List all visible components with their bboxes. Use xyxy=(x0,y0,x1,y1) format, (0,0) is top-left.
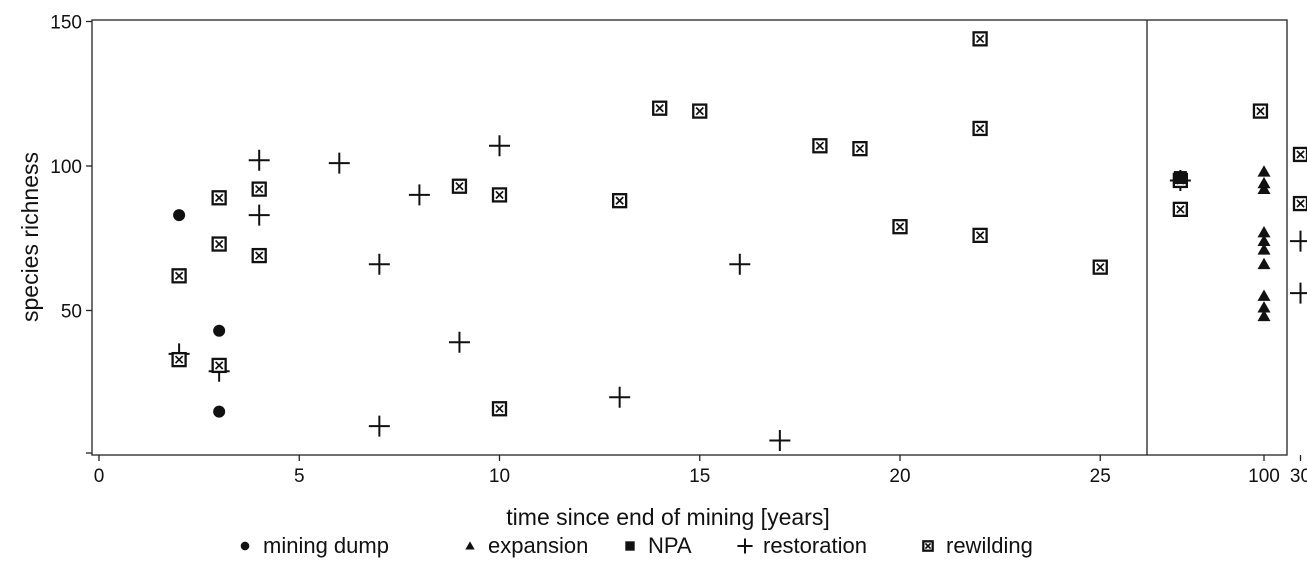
data-point-rewilding xyxy=(491,187,508,203)
data-point-rewilding xyxy=(652,100,668,116)
data-point-restoration xyxy=(408,184,430,206)
data-point-rewilding xyxy=(612,193,628,209)
data-point-expansion xyxy=(1257,257,1271,270)
legend-label-expansion: expansion xyxy=(488,533,588,558)
legend-marker-expansion xyxy=(465,541,475,550)
data-point-rewilding xyxy=(852,141,868,157)
data-point-rewilding xyxy=(1292,195,1307,212)
legend-marker-npa xyxy=(625,541,635,551)
x-tick-label: 10 xyxy=(489,466,510,487)
data-point-rewilding xyxy=(251,181,267,197)
x-tick-label: 5 xyxy=(294,466,305,487)
data-point-rewilding xyxy=(171,268,187,284)
x-tick-label-100: 100 xyxy=(1248,466,1280,487)
legend: mining dump expansion NPA restoration rewild… xyxy=(240,533,1033,558)
data-point-rewilding xyxy=(1172,201,1188,218)
data-point-expansion xyxy=(1257,301,1271,313)
legend-marker-rewilding xyxy=(922,540,934,552)
data-point-expansion xyxy=(1257,182,1271,194)
data-point-rewilding xyxy=(692,103,708,119)
data-point-mining-dump xyxy=(213,324,226,337)
data-point-restoration xyxy=(1290,282,1307,304)
y-tick-label: 100 xyxy=(50,157,82,178)
legend-label-rewilding: rewilding xyxy=(946,533,1033,558)
data-point-expansion xyxy=(1257,165,1271,177)
x-axis-title: time since end of mining [years] xyxy=(506,504,829,530)
data-point-rewilding xyxy=(972,31,988,47)
legend-label-restoration: restoration xyxy=(763,533,867,558)
x-tick-label: 20 xyxy=(889,466,910,487)
data-point-rewilding xyxy=(211,236,227,252)
data-point-rewilding xyxy=(211,190,227,206)
data-point-rewilding xyxy=(972,227,988,244)
data-point-rewilding xyxy=(1252,103,1269,119)
data-point-expansion xyxy=(1257,243,1271,255)
x-tick-label: 30 xyxy=(1290,466,1307,487)
data-point-restoration xyxy=(769,430,791,452)
legend-label-npa: NPA xyxy=(648,533,692,558)
legend-marker-mining-dump xyxy=(240,541,250,551)
data-point-npa xyxy=(1173,171,1187,185)
data-point-expansion xyxy=(1257,176,1271,189)
data-point-rewilding xyxy=(1092,259,1108,275)
data-point-rewilding xyxy=(1292,146,1307,163)
data-point-expansion xyxy=(1257,309,1271,322)
data-point-rewilding xyxy=(892,219,908,235)
data-point-rewilding xyxy=(812,138,828,154)
data-point-rewilding xyxy=(451,178,468,194)
data-point-rewilding xyxy=(211,357,227,374)
x-tick-label: 15 xyxy=(689,466,710,487)
data-point-expansion xyxy=(1257,234,1271,247)
data-point-rewilding xyxy=(491,401,508,417)
data-point-restoration xyxy=(368,415,390,437)
data-point-expansion xyxy=(1257,289,1271,301)
y-tick-label: 150 xyxy=(50,13,82,34)
data-point-restoration xyxy=(448,331,470,353)
legend-label-mining-dump: mining dump xyxy=(263,533,389,558)
data-point-restoration xyxy=(729,253,751,275)
x-tick-label: 0 xyxy=(94,466,105,487)
data-point-rewilding xyxy=(171,351,187,368)
data-point-mining-dump xyxy=(213,405,226,418)
data-point-restoration xyxy=(368,253,390,275)
data-point-expansion xyxy=(1257,225,1271,238)
y-tick-label: 50 xyxy=(61,302,82,323)
x-tick-label: 25 xyxy=(1090,466,1111,487)
legend-marker-restoration xyxy=(737,538,753,554)
y-axis-title: species richness xyxy=(17,152,43,322)
data-point-restoration xyxy=(609,386,631,408)
data-point-restoration xyxy=(1290,230,1307,252)
data-point-rewilding xyxy=(972,120,988,137)
data-point-rewilding xyxy=(251,247,267,264)
data-point-restoration xyxy=(248,204,270,226)
plot-frame xyxy=(91,19,1288,456)
data-point-restoration xyxy=(248,149,270,171)
data-point-restoration xyxy=(489,135,510,157)
data-point-mining-dump xyxy=(173,209,186,222)
data-point-restoration xyxy=(328,152,350,174)
